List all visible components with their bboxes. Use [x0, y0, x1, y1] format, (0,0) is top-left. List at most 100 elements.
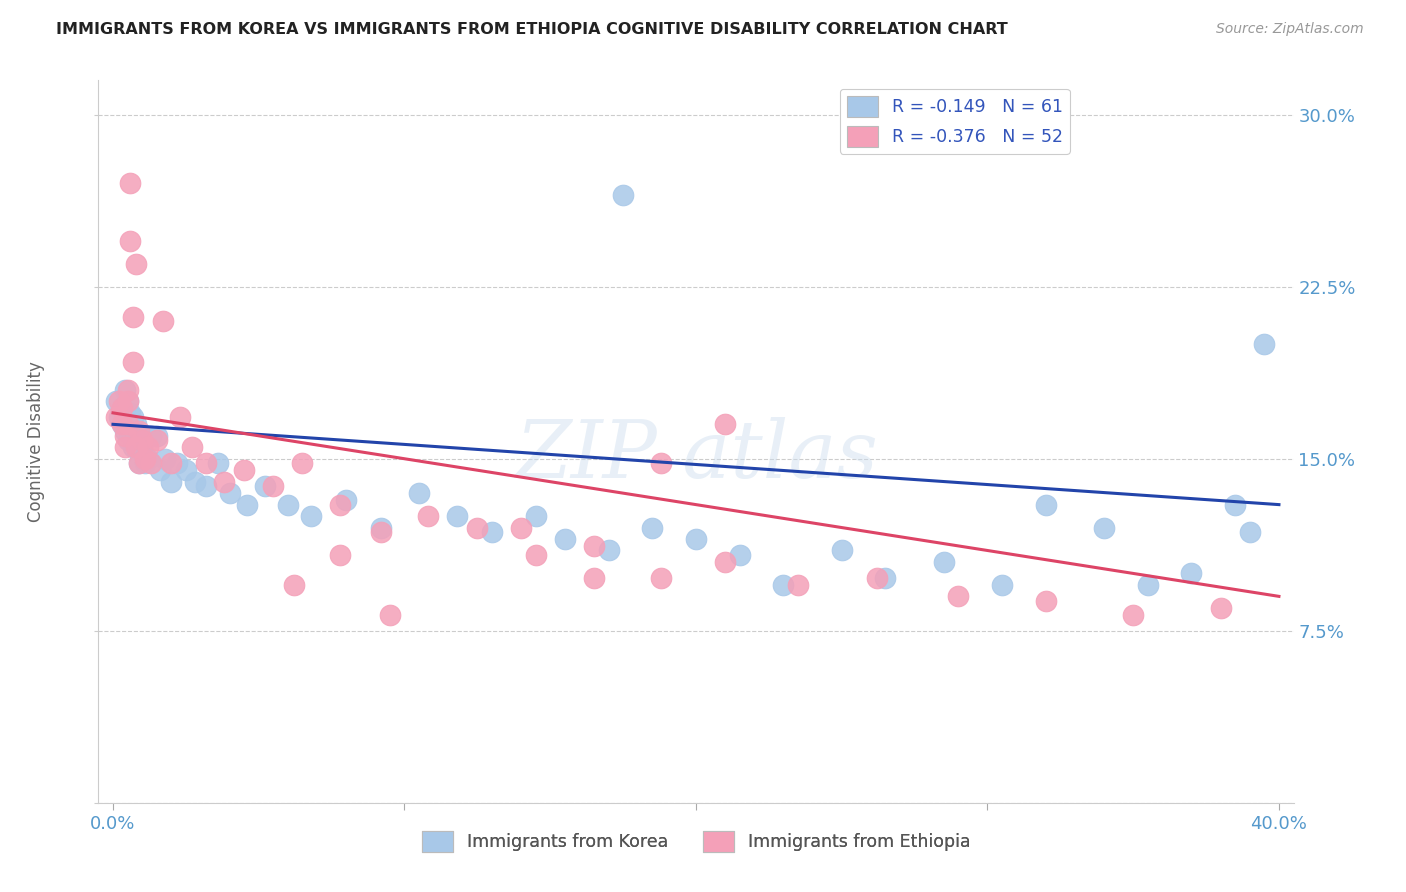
Point: [714, 417, 737, 432]
Point: [139, 456, 162, 470]
Point: [117, 417, 139, 432]
Text: ZIP atlas: ZIP atlas: [515, 417, 877, 495]
Point: [169, 410, 191, 425]
Point: [195, 479, 218, 493]
Point: [1136, 578, 1159, 592]
Point: [866, 571, 889, 585]
Point: [1180, 566, 1202, 581]
Point: [1239, 525, 1261, 540]
Point: [152, 314, 174, 328]
Point: [236, 498, 259, 512]
Point: [641, 520, 664, 534]
Point: [582, 571, 605, 585]
Point: [1035, 498, 1057, 512]
Point: [1092, 520, 1115, 534]
Point: [183, 475, 205, 489]
Point: [207, 456, 229, 470]
Point: [728, 548, 751, 562]
Point: [160, 475, 183, 489]
Point: [598, 543, 620, 558]
Point: [136, 451, 159, 466]
Point: [111, 401, 134, 416]
Point: [149, 463, 172, 477]
Point: [948, 590, 970, 604]
Point: [378, 607, 401, 622]
Point: [114, 429, 136, 443]
Y-axis label: Cognitive Disability: Cognitive Disability: [27, 361, 45, 522]
Point: [446, 509, 468, 524]
Point: [1209, 600, 1232, 615]
Text: Source: ZipAtlas.com: Source: ZipAtlas.com: [1216, 22, 1364, 37]
Point: [650, 456, 672, 470]
Point: [117, 383, 139, 397]
Point: [155, 451, 177, 466]
Point: [195, 456, 218, 470]
Point: [932, 555, 955, 569]
Point: [218, 486, 240, 500]
Point: [524, 509, 547, 524]
Point: [174, 463, 197, 477]
Point: [128, 429, 150, 443]
Point: [991, 578, 1014, 592]
Point: [714, 555, 737, 569]
Point: [582, 539, 605, 553]
Point: [111, 401, 134, 416]
Point: [139, 429, 162, 443]
Point: [128, 456, 150, 470]
Point: [114, 424, 136, 438]
Point: [125, 440, 148, 454]
Point: [128, 424, 150, 438]
Point: [1122, 607, 1144, 622]
Point: [554, 532, 576, 546]
Point: [408, 486, 430, 500]
Point: [134, 456, 156, 470]
Point: [787, 578, 810, 592]
Point: [104, 410, 127, 425]
Point: [166, 456, 188, 470]
Point: [329, 548, 352, 562]
Text: IMMIGRANTS FROM KOREA VS IMMIGRANTS FROM ETHIOPIA COGNITIVE DISABILITY CORRELATI: IMMIGRANTS FROM KOREA VS IMMIGRANTS FROM…: [56, 22, 1008, 37]
Point: [108, 410, 131, 425]
Point: [233, 463, 256, 477]
Point: [416, 509, 439, 524]
Point: [467, 520, 489, 534]
Point: [481, 525, 503, 540]
Point: [125, 417, 148, 432]
Point: [160, 456, 183, 470]
Point: [122, 429, 145, 443]
Point: [277, 498, 299, 512]
Point: [117, 394, 139, 409]
Point: [114, 383, 136, 397]
Point: [131, 440, 153, 454]
Point: [117, 417, 139, 432]
Point: [299, 509, 322, 524]
Point: [291, 456, 314, 470]
Point: [180, 440, 202, 454]
Point: [117, 394, 139, 409]
Point: [114, 406, 136, 420]
Point: [1225, 498, 1247, 512]
Point: [772, 578, 794, 592]
Point: [136, 440, 159, 454]
Point: [104, 394, 127, 409]
Point: [114, 440, 136, 454]
Point: [212, 475, 235, 489]
Point: [283, 578, 305, 592]
Point: [128, 456, 150, 470]
Point: [329, 498, 352, 512]
Point: [1035, 594, 1057, 608]
Point: [1253, 337, 1275, 351]
Point: [650, 571, 672, 585]
Point: [510, 520, 533, 534]
Point: [122, 410, 145, 425]
Point: [335, 493, 357, 508]
Point: [122, 355, 145, 369]
Point: [120, 406, 142, 420]
Point: [131, 434, 153, 448]
Point: [145, 429, 167, 443]
Point: [524, 548, 547, 562]
Point: [262, 479, 284, 493]
Point: [370, 525, 392, 540]
Point: [253, 479, 276, 493]
Point: [685, 532, 707, 546]
